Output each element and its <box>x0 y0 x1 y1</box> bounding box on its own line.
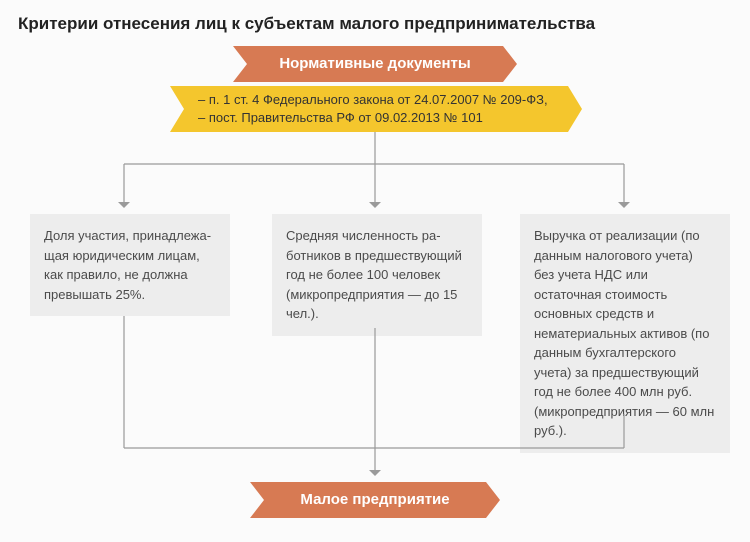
law-line-1: – п. 1 ст. 4 Федерального закона от 24.0… <box>198 91 548 109</box>
criterion-box: Средняя численность ра­ботников в предше… <box>272 214 482 336</box>
criterion-text: Средняя численность ра­ботников в предше… <box>286 228 462 321</box>
footer-chevron-label: Малое предприятие <box>300 491 449 509</box>
criterion-box: Выручка от реализации (по данным налогов… <box>520 214 730 453</box>
criterion-text: Доля участия, принадлежа­щая юридическим… <box>44 228 211 302</box>
header-chevron-label: Нормативные документы <box>279 55 470 73</box>
footer-chevron: Малое предприятие <box>250 482 500 518</box>
page-title: Критерии отнесения лиц к субъектам малог… <box>18 14 595 34</box>
criterion-box: Доля участия, принадлежа­щая юридическим… <box>30 214 230 316</box>
law-reference-box: – п. 1 ст. 4 Федерального закона от 24.0… <box>170 86 582 132</box>
header-chevron: Нормативные документы <box>233 46 517 82</box>
criterion-text: Выручка от реализации (по данным налогов… <box>534 228 714 438</box>
law-line-2: – пост. Правительства РФ от 09.02.2013 №… <box>198 109 548 127</box>
